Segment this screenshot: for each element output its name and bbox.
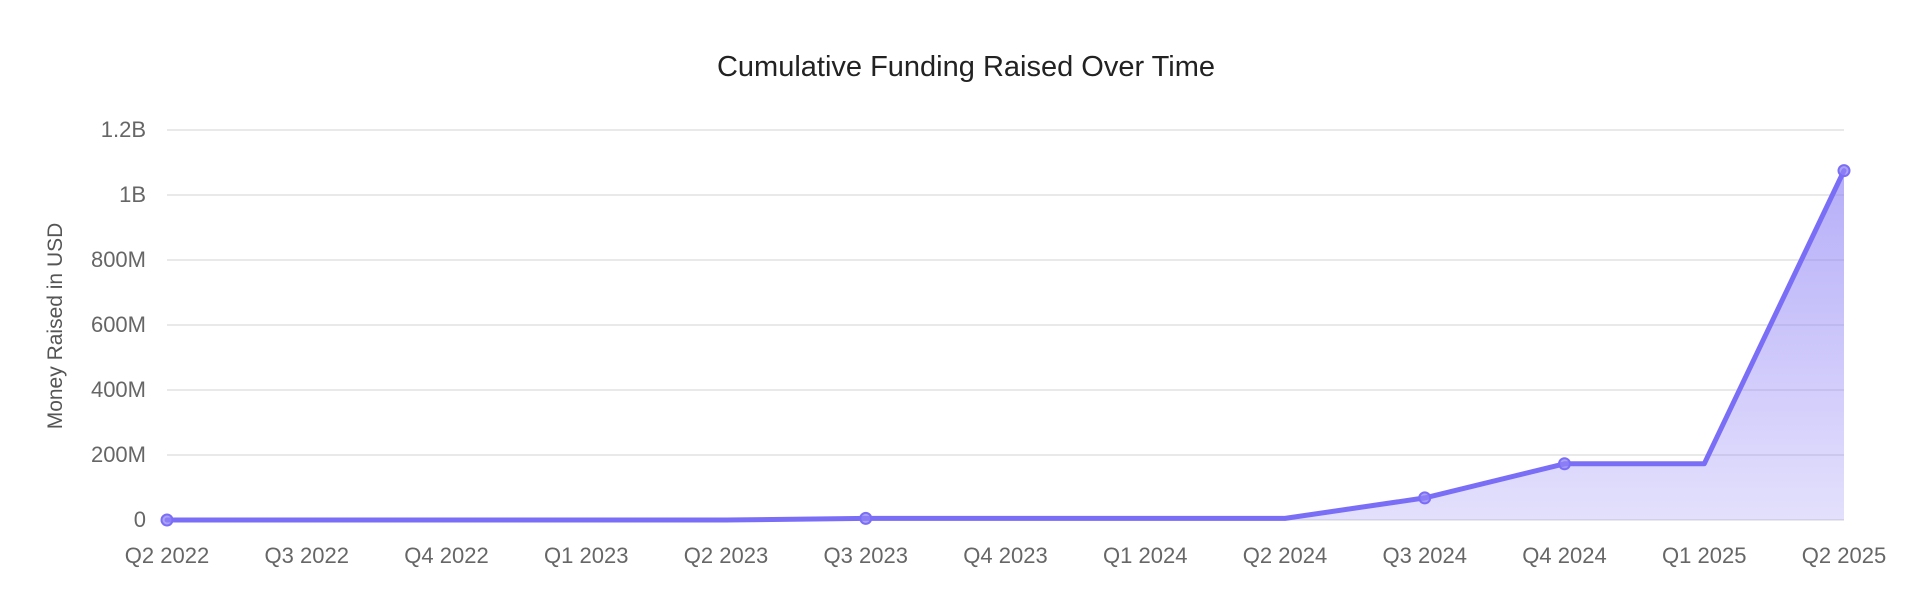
- y-tick-label: 600M: [91, 312, 146, 337]
- x-tick-label: Q2 2022: [125, 543, 209, 568]
- x-tick-label: Q4 2022: [404, 543, 488, 568]
- x-tick-label: Q4 2023: [963, 543, 1047, 568]
- x-tick-label: Q3 2024: [1383, 543, 1467, 568]
- y-axis-ticks: 0 200M 400M 600M 800M 1B 1.2B: [91, 117, 146, 532]
- x-axis-ticks: Q2 2022 Q3 2022 Q4 2022 Q1 2023 Q2 2023 Q3 20…: [125, 543, 1886, 568]
- data-point[interactable]: [1558, 457, 1571, 471]
- x-tick-label: Q4 2024: [1522, 543, 1606, 568]
- x-tick-label: Q1 2025: [1662, 543, 1746, 568]
- x-tick-label: Q3 2023: [824, 543, 908, 568]
- y-tick-label: 800M: [91, 247, 146, 272]
- grid-lines: [167, 129, 1844, 521]
- y-tick-label: 1B: [119, 182, 146, 207]
- y-tick-label: 200M: [91, 442, 146, 467]
- data-point[interactable]: [1418, 491, 1432, 505]
- x-tick-label: Q3 2022: [265, 543, 349, 568]
- x-tick-label: Q1 2024: [1103, 543, 1187, 568]
- series-area: [167, 170, 1844, 520]
- x-tick-label: Q2 2024: [1243, 543, 1327, 568]
- y-tick-label: 1.2B: [101, 117, 146, 142]
- y-axis-label: Money Raised in USD: [44, 223, 67, 430]
- x-tick-label: Q2 2023: [684, 543, 768, 568]
- chart-title: Cumulative Funding Raised Over Time: [717, 51, 1215, 83]
- data-point[interactable]: [160, 513, 174, 527]
- x-tick-label: Q2 2025: [1802, 543, 1886, 568]
- x-tick-label: Q1 2023: [544, 543, 628, 568]
- series-layer: [160, 164, 1851, 527]
- data-point[interactable]: [859, 511, 873, 525]
- y-tick-label: 0: [134, 507, 146, 532]
- data-point[interactable]: [1837, 164, 1851, 178]
- y-tick-label: 400M: [91, 377, 146, 402]
